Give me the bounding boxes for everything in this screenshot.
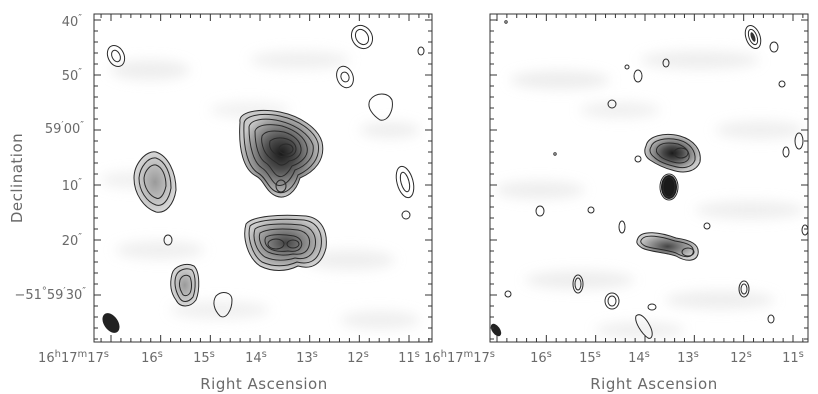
x-tick-label-14s: 14s — [245, 349, 267, 366]
x-tick-label-17s: 16h17m17s — [424, 349, 495, 366]
x-tick-label-15s: 15s — [193, 349, 215, 366]
y-tick-59-00: 59′00″ — [45, 120, 84, 137]
x-tick-label-11s: 11s — [398, 349, 420, 366]
x-tick-label-13s: 13s — [677, 349, 699, 366]
x-tick-label-12s: 12s — [347, 349, 369, 366]
right-frame — [489, 13, 809, 343]
y-tick-40: 40″ — [62, 13, 83, 30]
right-x-tick-labels: 16h17m17s 16s 15s 14s 13s 12s 11s — [424, 349, 804, 366]
left-small-islands — [106, 24, 425, 318]
right-ticks — [490, 14, 808, 342]
right-noise-background — [490, 14, 808, 342]
right-source-compact-core — [659, 173, 679, 201]
y-axis-title: Declination — [8, 133, 26, 223]
left-beam-ellipse — [102, 313, 120, 333]
x-tick-label-16s: 16s — [141, 349, 163, 366]
x-tick-label-12s: 12s — [730, 349, 752, 366]
x-tick-label-13s: 13s — [296, 349, 318, 366]
y-tick-50: 50″ — [62, 67, 83, 84]
left-x-tick-labels: 16h17m17s 16s 15s 14s 13s 12s 11s — [38, 349, 420, 366]
x-tick-label-14s: 14s — [628, 349, 650, 366]
right-panel — [489, 13, 809, 343]
right-beam-ellipse — [490, 323, 502, 337]
left-y-tick-labels: 40″ 50″ 59′00″ 10″ 20″ −51°59′30″ — [14, 13, 86, 303]
y-tick-20: 20″ — [62, 232, 83, 249]
right-source-central-upper — [634, 133, 701, 173]
left-source-central-lower — [244, 214, 327, 271]
y-tick-10: 10″ — [62, 177, 83, 194]
x-tick-label-17s: 16h17m17s — [38, 349, 109, 366]
left-frame — [93, 13, 433, 343]
left-panel — [93, 13, 433, 343]
right-small-islands — [504, 20, 809, 339]
x-tick-label-16s: 16s — [530, 349, 552, 366]
x-tick-label-11s: 11s — [782, 349, 804, 366]
left-ticks — [94, 14, 432, 342]
left-source-west — [133, 151, 177, 213]
x-tick-label-15s: 15s — [579, 349, 601, 366]
y-tick-51-59-30: −51°59′30″ — [14, 286, 86, 303]
left-source-central-upper — [239, 109, 324, 198]
right-x-axis-title: Right Ascension — [590, 375, 718, 393]
right-source-central-lower — [636, 232, 699, 261]
left-x-axis-title: Right Ascension — [200, 375, 328, 393]
left-source-south-west — [170, 263, 200, 307]
